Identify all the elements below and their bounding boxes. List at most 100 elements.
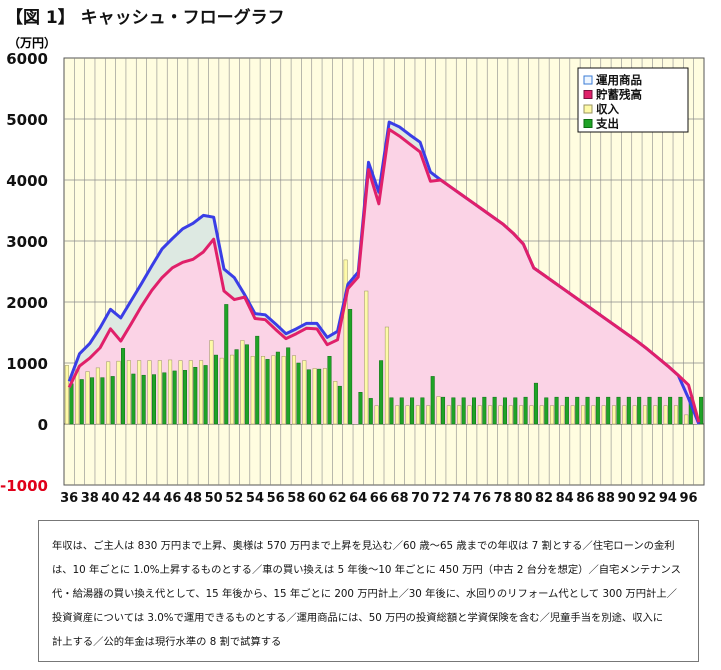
y-tick-label: 0 — [38, 416, 48, 434]
legend-box — [577, 67, 689, 133]
income-bar — [188, 360, 193, 425]
savings-line — [67, 127, 701, 423]
expense-bar — [358, 392, 363, 425]
income-bar — [673, 405, 678, 425]
income-bar — [384, 326, 389, 425]
income-bar — [570, 405, 575, 425]
expense-bar — [69, 383, 74, 425]
expense-bar — [224, 304, 229, 425]
income-bar — [457, 405, 462, 425]
income-bar — [684, 414, 689, 425]
income-bar — [343, 259, 348, 425]
y-tick-label: 6000 — [6, 50, 48, 68]
expense-bar — [90, 377, 95, 425]
y-tick-label: 2000 — [6, 294, 48, 312]
expense-bar — [523, 396, 528, 425]
income-bar — [446, 405, 451, 425]
expense-bar — [234, 349, 239, 425]
income-bar — [395, 405, 400, 425]
note-line: 年収は、ご主人は 830 万円まで上昇、奥様は 570 万円まで上昇を見込む／6… — [52, 540, 675, 552]
income-bar — [539, 405, 544, 425]
expense-bar — [389, 397, 394, 425]
income-bar — [488, 405, 493, 425]
income-bar — [106, 361, 111, 425]
expense-bar — [265, 359, 270, 425]
income-bar — [230, 354, 235, 425]
expense-bar — [544, 397, 549, 425]
income-bar — [436, 396, 441, 425]
income-bar — [126, 360, 131, 425]
income-bar — [322, 368, 327, 425]
expense-bar — [585, 396, 590, 425]
x-tick-label: 82 — [535, 491, 553, 506]
x-tick-label: 50 — [205, 491, 223, 506]
expense-bar — [203, 365, 208, 425]
income-bar — [364, 290, 369, 425]
income-bar — [405, 405, 410, 425]
expense-bar — [193, 367, 198, 425]
note-line: は、10 年ごとに 1.0%上昇するものとする／車の買い換えは 5 年後～10 … — [52, 564, 681, 576]
x-tick-label: 56 — [267, 491, 285, 506]
expense-bar — [317, 368, 322, 425]
chart-title: 【図 1】 キャッシュ・フローグラフ — [6, 8, 285, 28]
note-line: 計上する／公的年金は現行水準の 8 割で試算する — [52, 636, 282, 648]
expense-bar — [564, 396, 569, 425]
expense-bar — [668, 396, 673, 425]
income-bar — [116, 360, 121, 425]
income-bar — [250, 356, 255, 425]
income-bar — [560, 405, 565, 425]
line-layer — [67, 120, 701, 425]
income-bar — [529, 405, 534, 425]
legend-swatch — [583, 119, 593, 128]
income-bar — [508, 405, 513, 425]
income-bar — [302, 360, 307, 425]
y-axis-unit-label: （万円） — [8, 35, 56, 50]
income-bar — [642, 405, 647, 425]
expense-bar — [606, 396, 611, 425]
expense-bar — [420, 397, 425, 425]
y-tick-label: 4000 — [6, 172, 48, 190]
expense-bar — [244, 344, 249, 425]
legend-label: 収入 — [596, 102, 619, 116]
expense-bar — [575, 396, 580, 425]
expense-bar — [451, 397, 456, 425]
y-axis-tick-labels: 6000 5000 4000 3000 2000 1000 0 -1000 — [0, 50, 48, 495]
expense-bar — [410, 397, 415, 425]
income-bar — [85, 371, 90, 425]
x-tick-label: 76 — [473, 491, 491, 506]
expense-bar — [647, 396, 652, 425]
income-bar — [622, 405, 627, 425]
expense-bar — [141, 374, 146, 425]
legend-label: 貯蓄残高 — [596, 88, 642, 102]
income-bar — [209, 340, 214, 425]
x-tick-label: 96 — [679, 491, 697, 506]
income-bar — [312, 368, 317, 425]
x-tick-label: 54 — [246, 491, 264, 506]
x-tick-label: 72 — [432, 491, 450, 506]
expense-bar — [162, 372, 167, 425]
x-tick-label: 60 — [308, 491, 326, 506]
x-tick-label: 90 — [618, 491, 636, 506]
expense-bar — [255, 335, 260, 425]
income-bar — [653, 405, 658, 425]
expense-bar — [513, 397, 518, 425]
x-tick-label: 52 — [225, 491, 243, 506]
expense-bar — [151, 374, 157, 425]
income-bar — [333, 381, 338, 425]
income-bar — [199, 360, 204, 425]
x-tick-label: 78 — [494, 491, 512, 506]
x-tick-label: 38 — [81, 491, 99, 506]
x-tick-label: 94 — [659, 491, 677, 506]
expense-bar — [657, 396, 662, 425]
expense-bar — [554, 396, 559, 425]
income-bar — [147, 360, 152, 425]
income-bar — [281, 356, 286, 425]
y-tick-label: 3000 — [6, 233, 48, 251]
x-tick-label: 70 — [411, 491, 429, 506]
note-line: 投資資産については 3.0%で運用できるものとする／運用商品には、50 万円の投… — [52, 612, 664, 624]
income-bar — [178, 360, 183, 425]
income-bar — [168, 359, 173, 425]
x-tick-label: 92 — [638, 491, 656, 506]
x-tick-label: 40 — [101, 491, 119, 506]
expense-bar — [441, 396, 446, 425]
